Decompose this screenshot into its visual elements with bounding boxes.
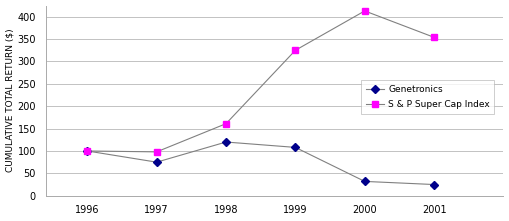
Genetronics — [431, 183, 437, 186]
Legend: Genetronics, S & P Super Cap Index: Genetronics, S & P Super Cap Index — [361, 80, 494, 114]
Genetronics — [84, 150, 91, 152]
Genetronics — [223, 141, 229, 143]
Line: Genetronics: Genetronics — [84, 139, 437, 187]
Y-axis label: CUMULATIVE TOTAL RETURN ($): CUMULATIVE TOTAL RETURN ($) — [6, 29, 15, 172]
S & P Super Cap Index — [154, 151, 160, 153]
S & P Super Cap Index — [431, 36, 437, 39]
S & P Super Cap Index — [223, 122, 229, 125]
Genetronics — [154, 161, 160, 164]
S & P Super Cap Index — [362, 10, 368, 12]
Line: S & P Super Cap Index: S & P Super Cap Index — [84, 8, 437, 155]
S & P Super Cap Index — [292, 49, 298, 52]
Genetronics — [362, 180, 368, 183]
Genetronics — [292, 146, 298, 149]
S & P Super Cap Index — [84, 150, 91, 152]
